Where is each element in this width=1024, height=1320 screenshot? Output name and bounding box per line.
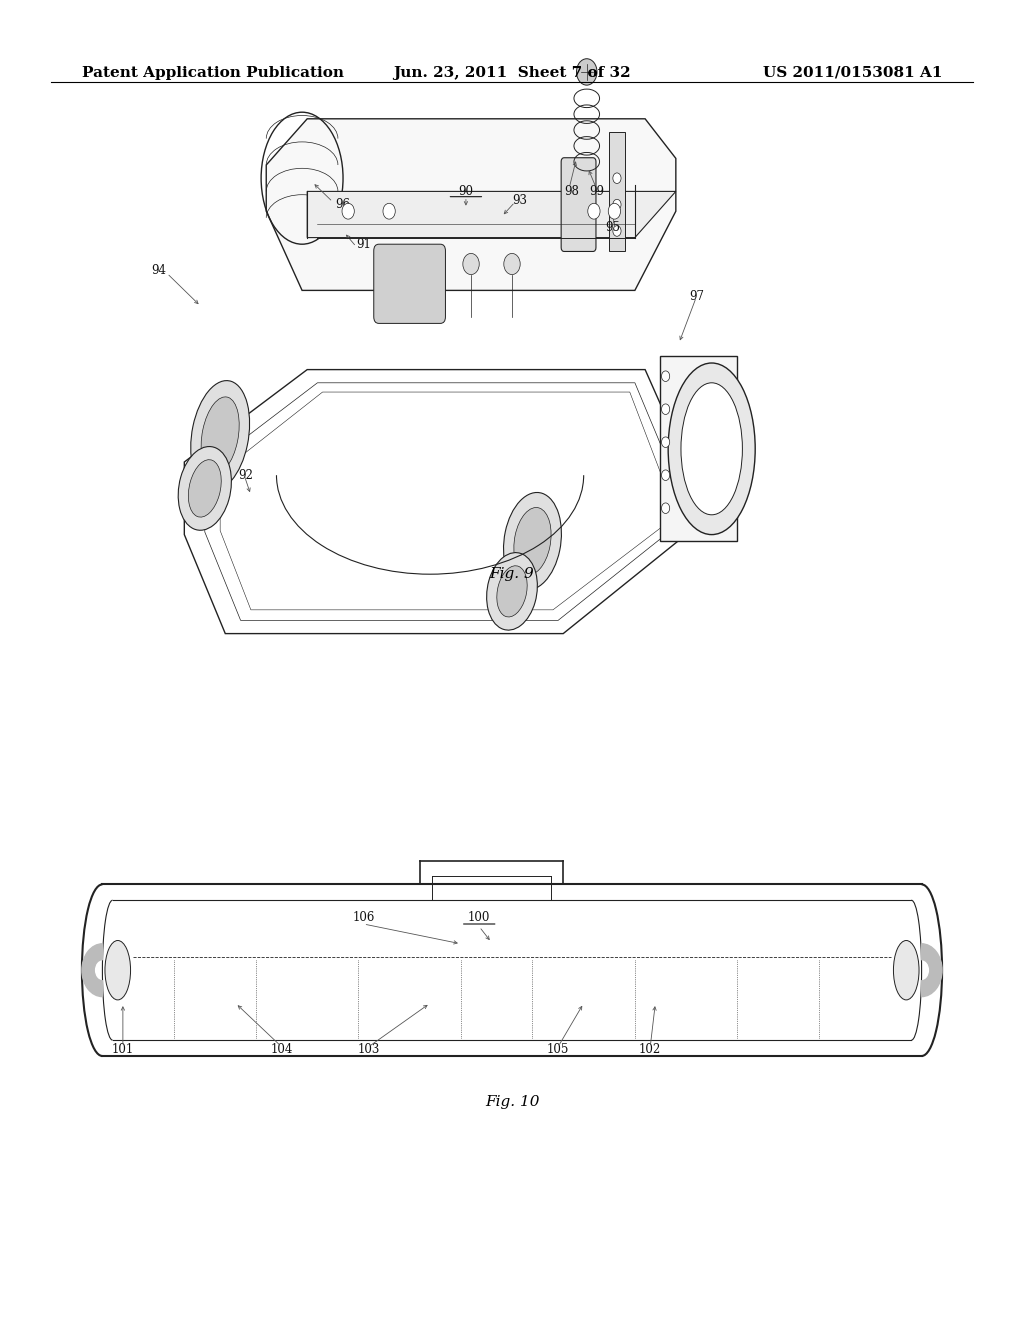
- Text: 102: 102: [639, 1043, 662, 1056]
- Circle shape: [662, 470, 670, 480]
- Text: Fig. 9: Fig. 9: [489, 568, 535, 581]
- Circle shape: [662, 437, 670, 447]
- Text: 103: 103: [357, 1043, 380, 1056]
- Ellipse shape: [893, 940, 920, 1001]
- Text: 90: 90: [459, 185, 473, 198]
- Ellipse shape: [188, 459, 221, 517]
- FancyBboxPatch shape: [561, 158, 596, 251]
- Text: 98: 98: [564, 185, 579, 198]
- Circle shape: [342, 203, 354, 219]
- Polygon shape: [660, 356, 737, 541]
- Circle shape: [504, 253, 520, 275]
- Ellipse shape: [504, 492, 561, 590]
- Text: 99: 99: [590, 185, 604, 198]
- Text: 93: 93: [513, 194, 527, 207]
- Wedge shape: [82, 944, 102, 997]
- Circle shape: [381, 253, 397, 275]
- Text: 92: 92: [239, 469, 253, 482]
- Text: 91: 91: [356, 238, 371, 251]
- Circle shape: [662, 404, 670, 414]
- Text: 105: 105: [547, 1043, 569, 1056]
- Text: 97: 97: [689, 290, 703, 304]
- Text: Fig. 10: Fig. 10: [484, 1096, 540, 1109]
- Circle shape: [612, 173, 621, 183]
- Text: 101: 101: [112, 1043, 134, 1056]
- Circle shape: [422, 253, 438, 275]
- Circle shape: [612, 226, 621, 236]
- Text: Patent Application Publication: Patent Application Publication: [82, 66, 344, 79]
- Circle shape: [608, 203, 621, 219]
- Polygon shape: [609, 132, 625, 251]
- Text: Jun. 23, 2011  Sheet 7 of 32: Jun. 23, 2011 Sheet 7 of 32: [393, 66, 631, 79]
- FancyBboxPatch shape: [374, 244, 445, 323]
- Ellipse shape: [105, 940, 131, 1001]
- Text: 104: 104: [270, 1043, 293, 1056]
- Polygon shape: [307, 191, 676, 238]
- Circle shape: [588, 203, 600, 219]
- Wedge shape: [922, 944, 942, 997]
- Text: 100: 100: [468, 911, 490, 924]
- Ellipse shape: [681, 383, 742, 515]
- Text: US 2011/0153081 A1: US 2011/0153081 A1: [763, 66, 942, 79]
- Text: 106: 106: [352, 911, 375, 924]
- Circle shape: [662, 371, 670, 381]
- Ellipse shape: [201, 397, 240, 474]
- Circle shape: [383, 203, 395, 219]
- Ellipse shape: [668, 363, 755, 535]
- Circle shape: [662, 503, 670, 513]
- Ellipse shape: [190, 380, 250, 491]
- Circle shape: [612, 199, 621, 210]
- Ellipse shape: [514, 507, 551, 576]
- Ellipse shape: [486, 553, 538, 630]
- Polygon shape: [266, 119, 676, 290]
- Text: 96: 96: [336, 198, 350, 211]
- Ellipse shape: [497, 566, 527, 616]
- Circle shape: [463, 253, 479, 275]
- Ellipse shape: [178, 446, 231, 531]
- Text: 94: 94: [152, 264, 166, 277]
- Text: 95: 95: [605, 220, 620, 234]
- Circle shape: [577, 58, 597, 86]
